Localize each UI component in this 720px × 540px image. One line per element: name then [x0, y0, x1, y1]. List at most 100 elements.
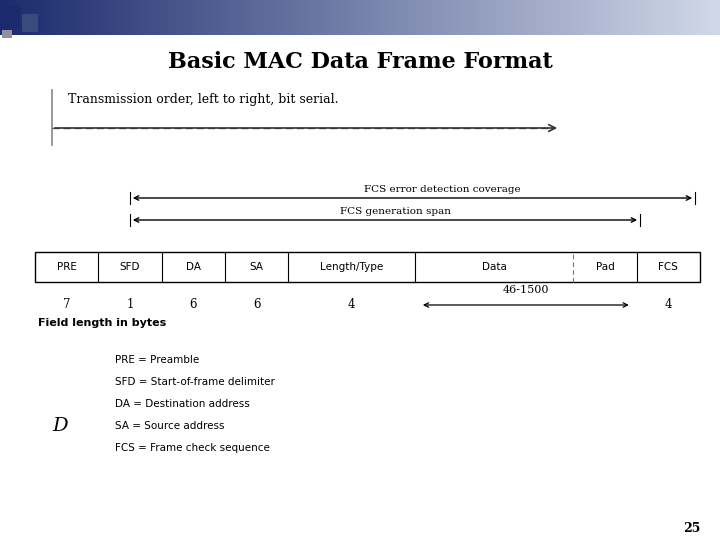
Bar	[482, 0, 483, 35]
Bar	[228, 0, 229, 35]
Bar	[560, 0, 561, 35]
Bar	[27, 0, 28, 35]
Bar	[496, 0, 497, 35]
Bar	[25, 0, 26, 35]
Bar	[475, 0, 476, 35]
Bar	[549, 0, 550, 35]
Bar	[509, 0, 510, 35]
Bar	[319, 0, 320, 35]
Bar	[668, 0, 669, 35]
Bar	[684, 0, 685, 35]
Bar	[177, 0, 178, 35]
Bar	[382, 0, 383, 35]
Bar	[583, 0, 584, 35]
Bar	[159, 0, 160, 35]
Bar	[357, 0, 358, 35]
Bar	[411, 0, 412, 35]
Bar	[671, 0, 672, 35]
Text: 4: 4	[348, 299, 356, 312]
Bar	[361, 0, 362, 35]
Bar	[463, 0, 464, 35]
Text: 4: 4	[665, 299, 672, 312]
Bar	[312, 0, 313, 35]
Bar	[580, 0, 581, 35]
Bar	[40, 0, 41, 35]
Bar	[308, 0, 309, 35]
Bar	[257, 0, 258, 35]
Bar	[409, 0, 410, 35]
Bar	[121, 0, 122, 35]
Bar	[621, 0, 622, 35]
Bar	[518, 0, 519, 35]
Bar	[341, 0, 342, 35]
Bar	[225, 0, 226, 35]
Bar	[443, 0, 444, 35]
Bar	[681, 0, 682, 35]
Bar	[64, 0, 65, 35]
Bar	[55, 0, 56, 35]
Bar	[505, 0, 506, 35]
Bar	[514, 0, 515, 35]
Bar	[708, 0, 709, 35]
Bar	[400, 0, 401, 35]
Bar	[354, 0, 355, 35]
Bar	[54, 0, 55, 35]
Text: Basic MAC Data Frame Format: Basic MAC Data Frame Format	[168, 51, 552, 73]
Bar	[53, 0, 54, 35]
Bar	[677, 0, 678, 35]
Bar	[352, 0, 353, 35]
Bar	[108, 0, 109, 35]
Bar	[307, 0, 308, 35]
Bar	[223, 0, 224, 35]
Bar	[168, 0, 169, 35]
Bar	[19, 0, 20, 35]
Bar	[185, 0, 186, 35]
Bar	[36, 0, 37, 35]
Bar	[679, 0, 680, 35]
Bar	[477, 0, 478, 35]
Bar	[294, 0, 295, 35]
Bar	[259, 0, 260, 35]
Bar	[699, 0, 700, 35]
Bar	[51, 0, 52, 35]
Bar	[657, 0, 658, 35]
Bar	[44, 0, 45, 35]
Bar	[5, 0, 6, 35]
Bar	[556, 0, 557, 35]
Text: D: D	[52, 417, 68, 435]
Bar	[143, 0, 144, 35]
Bar	[600, 0, 601, 35]
Bar	[201, 0, 202, 35]
Bar	[237, 0, 238, 35]
Bar	[494, 0, 495, 35]
Bar	[506, 0, 507, 35]
Bar	[498, 0, 499, 35]
Bar	[420, 0, 421, 35]
Bar	[140, 0, 141, 35]
Bar	[60, 0, 61, 35]
Bar	[261, 0, 262, 35]
Bar	[653, 0, 654, 35]
Bar	[589, 0, 590, 35]
Bar	[605, 0, 606, 35]
Bar	[285, 0, 286, 35]
Bar	[119, 0, 120, 35]
Bar	[531, 0, 532, 35]
Bar	[644, 0, 645, 35]
Text: Field length in bytes: Field length in bytes	[38, 318, 166, 328]
Bar	[158, 0, 159, 35]
Bar	[452, 0, 453, 35]
Bar	[667, 0, 668, 35]
Bar	[239, 0, 240, 35]
Bar	[656, 0, 657, 35]
Bar	[707, 0, 708, 35]
Bar	[532, 0, 533, 35]
Bar	[41, 0, 42, 35]
Bar	[425, 0, 426, 35]
Bar	[573, 0, 574, 35]
Bar	[299, 0, 300, 35]
Bar	[688, 0, 689, 35]
Bar	[150, 0, 151, 35]
Bar	[30, 0, 31, 35]
Bar	[166, 0, 167, 35]
